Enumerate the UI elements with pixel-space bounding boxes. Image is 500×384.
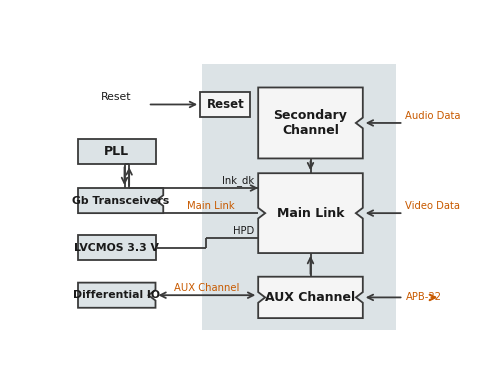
Text: Audio Data: Audio Data [406, 111, 461, 121]
Polygon shape [258, 277, 363, 318]
Text: Gb Transceivers: Gb Transceivers [72, 195, 169, 205]
Polygon shape [258, 88, 363, 159]
Text: AUX Channel: AUX Channel [174, 283, 240, 293]
Text: Differential IO: Differential IO [73, 290, 160, 300]
Polygon shape [78, 283, 156, 308]
Polygon shape [258, 173, 363, 253]
Text: lnk_dk: lnk_dk [222, 175, 254, 185]
Bar [200, 92, 250, 117]
Text: Main Link: Main Link [277, 207, 344, 220]
Text: LVCMOS 3.3 V: LVCMOS 3.3 V [74, 243, 159, 253]
Bar [202, 64, 396, 330]
Bar [78, 139, 156, 164]
Bar [78, 235, 156, 260]
Text: APB-32: APB-32 [406, 292, 442, 303]
Text: Reset: Reset [101, 91, 132, 101]
Text: Reset: Reset [206, 98, 244, 111]
Text: Video Data: Video Data [406, 201, 460, 211]
Text: AUX Channel: AUX Channel [266, 291, 356, 304]
Text: PLL: PLL [104, 145, 130, 158]
Polygon shape [78, 188, 163, 213]
Text: Secondary
Channel: Secondary Channel [274, 109, 347, 137]
Text: HPD: HPD [233, 226, 254, 236]
Text: Main Link: Main Link [187, 201, 234, 211]
